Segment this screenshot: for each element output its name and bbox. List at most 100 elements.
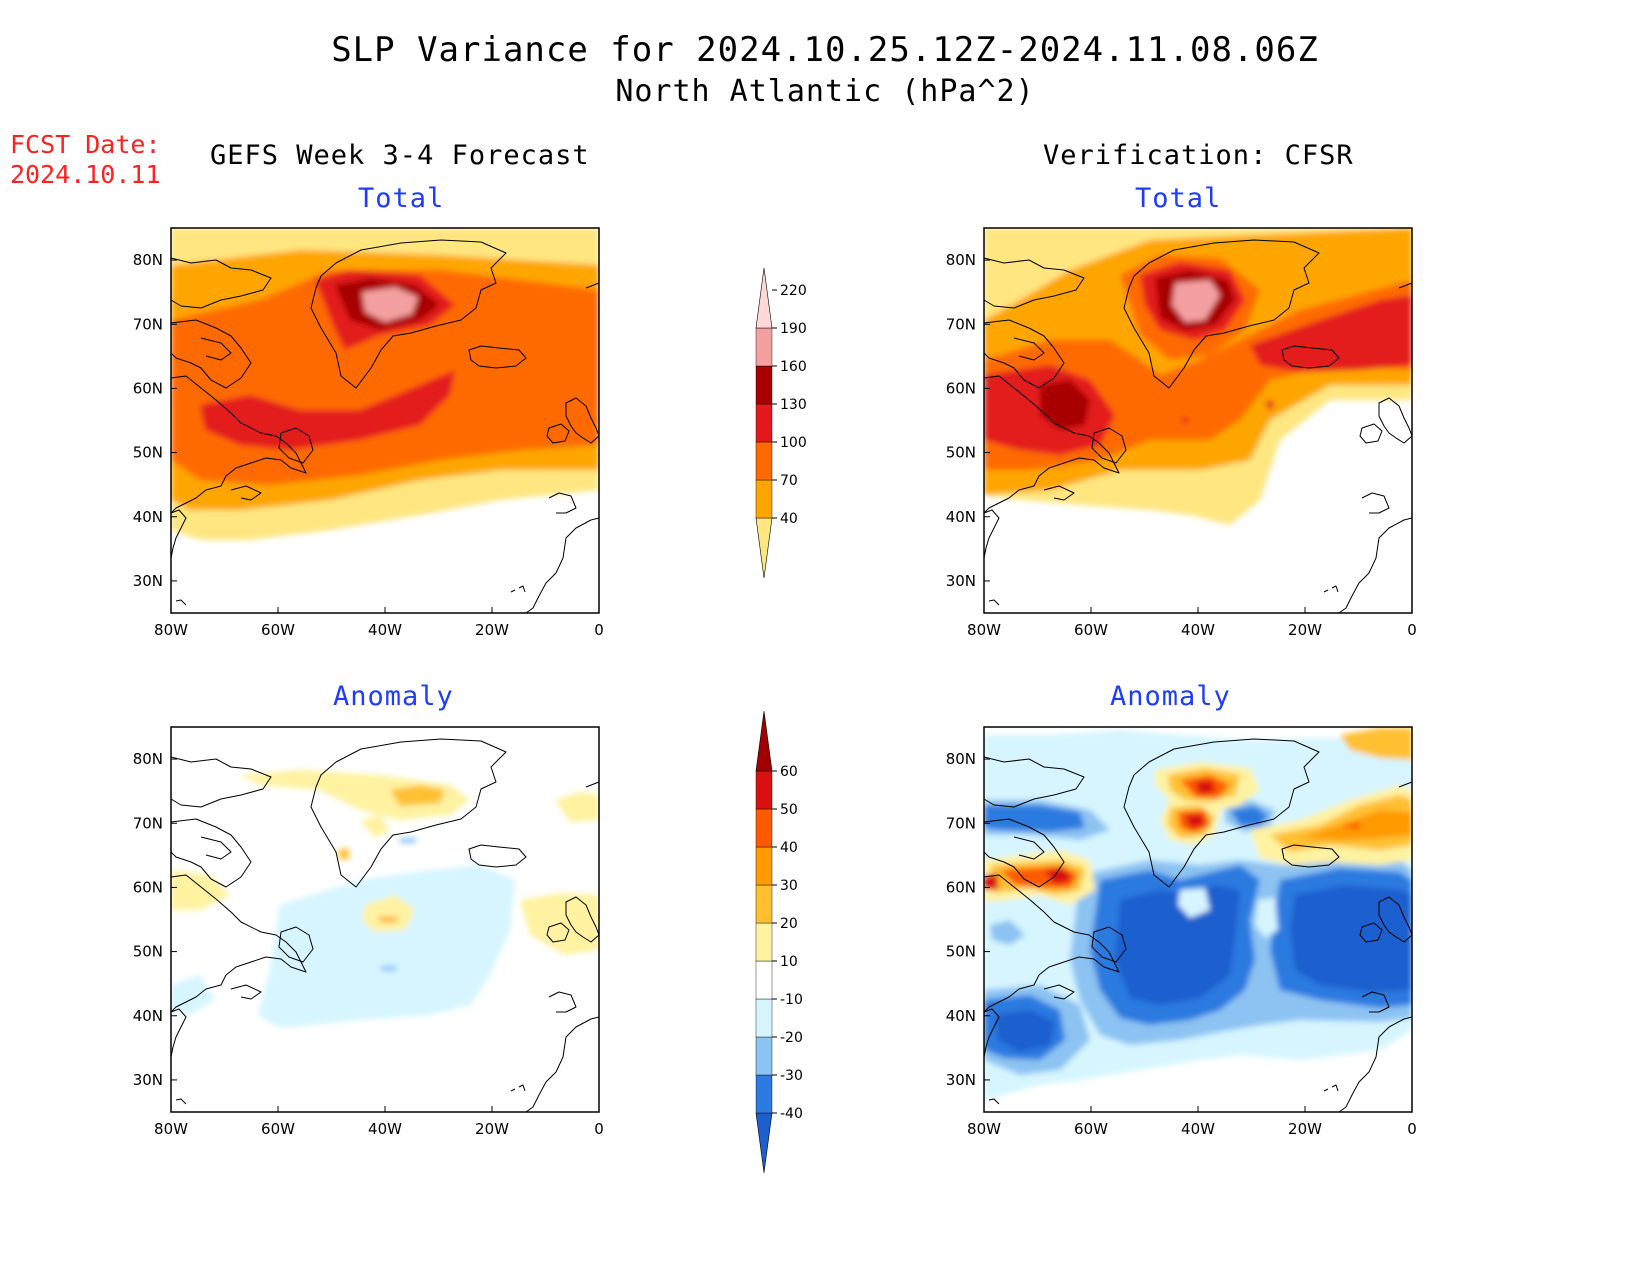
y-tick-label: 60N: [946, 379, 976, 397]
x-tick-label: 60W: [261, 621, 295, 639]
coastline-segment: [1323, 1088, 1329, 1092]
coastline-segment: [170, 1008, 187, 1058]
y-tick-label: 40N: [133, 1007, 163, 1025]
colorbar-swatch: [755, 327, 773, 367]
y-tick-label: 70N: [133, 814, 163, 832]
y-tick-label: 40N: [946, 1007, 976, 1025]
coastline-segment: [1123, 738, 1320, 888]
coastline-segment: [983, 874, 1120, 1013]
x-tick-label: 80W: [154, 1120, 188, 1138]
coastline-segment: [1281, 844, 1340, 868]
coastline-segment: [1338, 1016, 1413, 1113]
coastline-segment: [310, 239, 507, 389]
coastline-segment: [170, 874, 307, 1013]
x-tick-label: 20W: [475, 621, 509, 639]
colorbar-swatch: [755, 998, 773, 1038]
x-tick-label: 20W: [475, 1120, 509, 1138]
y-tick-label: 70N: [133, 315, 163, 333]
coastline-segment: [988, 599, 1000, 606]
coastlines: [170, 239, 1413, 1113]
coastline-segment: [310, 738, 507, 888]
coastline-segment: [200, 337, 232, 361]
coastline-segment: [1398, 781, 1413, 788]
coastline-segment: [1091, 427, 1127, 464]
forecast-anomaly-title: Anomaly: [333, 681, 454, 712]
coastline-segment: [1359, 423, 1383, 444]
colorbar-swatch: [755, 1036, 773, 1076]
colorbar-label: 160: [780, 359, 807, 375]
coastline-segment: [548, 991, 577, 1013]
coastline-segment: [525, 517, 600, 614]
y-tick-label: 30N: [133, 1071, 163, 1089]
forecast-anomaly-coastline: [170, 738, 600, 1113]
y-tick-label: 80N: [946, 251, 976, 269]
y-tick-label: 60N: [133, 878, 163, 896]
colorbar-label: 130: [780, 397, 807, 413]
x-tick-label: 80W: [154, 621, 188, 639]
colorbar-label: -40: [780, 1106, 803, 1122]
coastline-segment: [983, 818, 1065, 888]
x-tick-label: 0: [1407, 1120, 1417, 1138]
coastline-segment: [175, 1098, 187, 1105]
colorbar-swatch: [755, 710, 773, 772]
verification-anomaly-map: [984, 727, 1412, 1112]
coastline-segment: [565, 896, 600, 943]
x-tick-label: 0: [1407, 621, 1417, 639]
y-tick-label: 80N: [946, 750, 976, 768]
coastline-segment: [983, 319, 1065, 389]
coastline-segment: [170, 257, 272, 309]
y-tick-label: 50N: [946, 444, 976, 462]
forecast-total-title: Total: [358, 183, 445, 214]
verification-header: Verification: CFSR: [1043, 140, 1354, 171]
y-tick-label: 50N: [946, 943, 976, 961]
coastline-segment: [1361, 492, 1390, 514]
coastline-segment: [510, 589, 516, 593]
fcst-date-value: 2024.10.11: [10, 160, 161, 189]
colorbar-label: 10: [780, 954, 798, 970]
verification-total-coastline: [983, 239, 1413, 614]
coastline-segment: [546, 423, 570, 444]
coastline-segment: [1359, 922, 1383, 943]
coastline-segment: [1331, 1084, 1339, 1092]
forecast-total-map: [171, 228, 599, 613]
y-tick-label: 80N: [133, 251, 163, 269]
y-tick-label: 40N: [133, 508, 163, 526]
y-tick-label: 70N: [946, 814, 976, 832]
colorbar-label: 190: [780, 321, 807, 337]
coastline-segment: [1281, 345, 1340, 369]
axis-ticks: 80W 60W 40W 20W 0 80N 70N 60N 50N 40N 30N 80W 60W 40W…: [133, 251, 1417, 1138]
coastline-segment: [1338, 517, 1413, 614]
colorbar-label: 100: [780, 435, 807, 451]
colorbar-swatch: [755, 365, 773, 405]
y-tick-label: 30N: [946, 1071, 976, 1089]
x-tick-label: 0: [594, 621, 604, 639]
total-colorbar: 40 70 100 130 160 190 220: [755, 267, 807, 579]
coastline-segment: [585, 781, 600, 788]
y-tick-label: 60N: [946, 878, 976, 896]
colorbar-label: 20: [780, 916, 798, 932]
colorbar-swatch: [755, 922, 773, 962]
colorbar-label: -20: [780, 1030, 803, 1046]
coastline-segment: [170, 509, 187, 559]
colorbar-swatch: [755, 403, 773, 443]
colorbar-swatch: [755, 770, 773, 810]
colorbar-label: 50: [780, 802, 798, 818]
y-tick-label: 30N: [133, 572, 163, 590]
verification-total-title: Total: [1135, 183, 1222, 214]
coastline-segment: [510, 1088, 516, 1092]
coastline-segment: [230, 984, 262, 1000]
y-tick-label: 80N: [133, 750, 163, 768]
chart-title: SLP Variance for 2024.10.25.12Z-2024.11.…: [331, 30, 1319, 70]
chart-subtitle: North Atlantic (hPa^2): [615, 74, 1035, 109]
x-tick-label: 40W: [1181, 621, 1215, 639]
x-tick-label: 40W: [368, 1120, 402, 1138]
x-tick-label: 20W: [1288, 621, 1322, 639]
x-tick-label: 60W: [261, 1120, 295, 1138]
colorbar-label: 60: [780, 764, 798, 780]
coastline-segment: [1043, 485, 1075, 501]
colorbar-label: 40: [780, 840, 798, 856]
colorbar-label: 30: [780, 878, 798, 894]
coastline-segment: [525, 1016, 600, 1113]
coastline-segment: [988, 1098, 1000, 1105]
coastline-segment: [1361, 991, 1390, 1013]
